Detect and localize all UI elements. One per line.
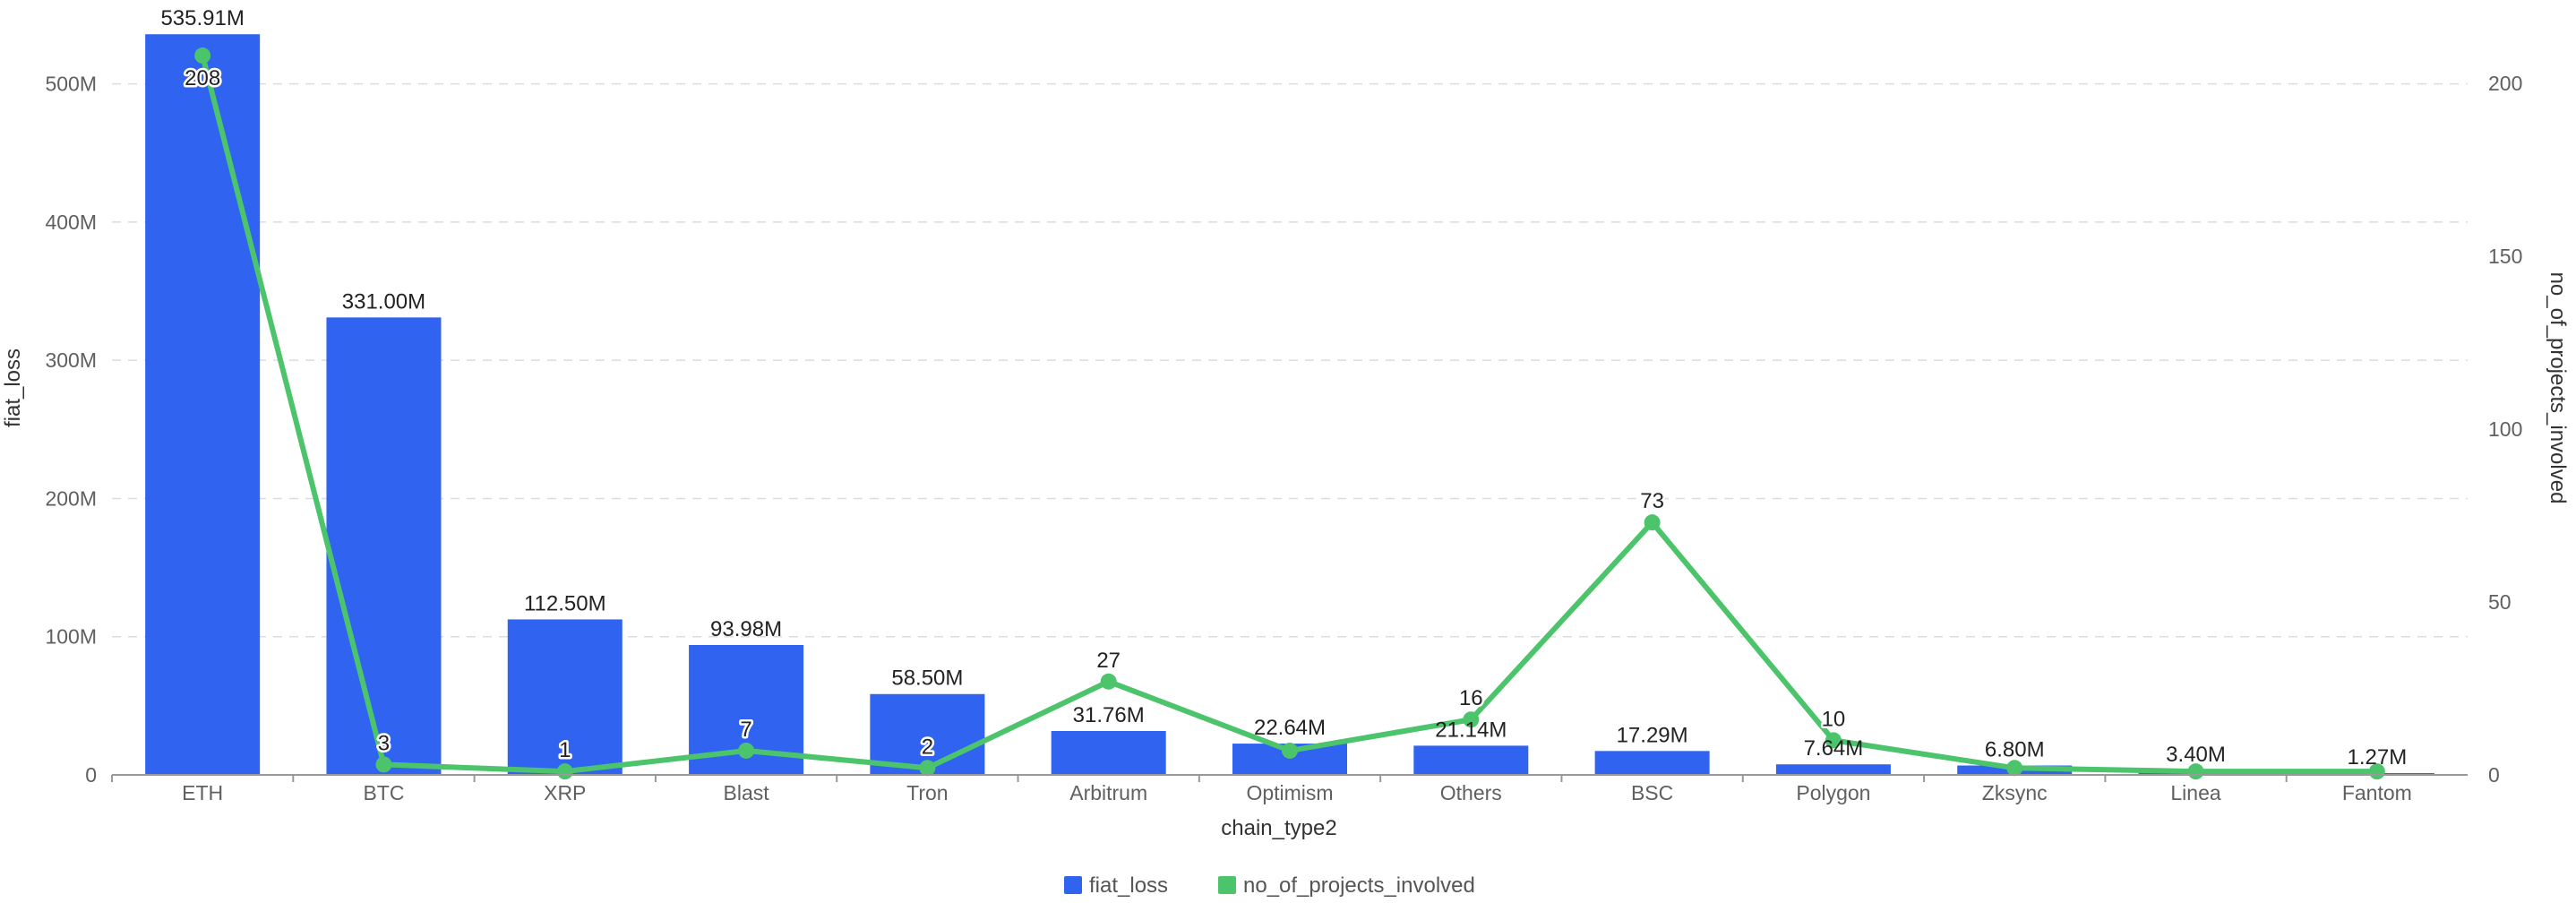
y2-axis-title: no_of_projects_involved xyxy=(2546,272,2570,504)
line-point xyxy=(1825,732,1842,749)
y-axis-title: fiat_loss xyxy=(1,348,25,427)
tick-labels: 0 100M 200M 300M 400M 500M 0 50 100 150 200 ETH BTC X… xyxy=(45,72,2522,804)
line-point xyxy=(556,763,573,780)
line-point xyxy=(1463,711,1480,728)
x-axis-title: chain_type2 xyxy=(1221,816,1336,840)
legend-label: no_of_projects_involved xyxy=(1243,873,1475,898)
line-value-label: 2 xyxy=(922,735,933,759)
bar-value-label: 31.76M xyxy=(1073,703,1145,727)
line-point xyxy=(738,742,755,759)
x-tick-label: XRP xyxy=(544,781,586,804)
x-tick-label: Zksync xyxy=(1982,781,2048,804)
y-tick-label: 200M xyxy=(45,486,97,510)
bar-value-label: 331.00M xyxy=(342,289,425,314)
y-tick-label: 400M xyxy=(45,211,97,234)
bar-value-label: 93.98M xyxy=(710,617,782,641)
x-tick-label: Fantom xyxy=(2342,781,2412,804)
legend-swatch xyxy=(1064,876,1082,894)
bar-series-fiat-loss xyxy=(145,34,2434,775)
line-point xyxy=(375,756,392,773)
bar xyxy=(1594,751,1710,775)
bar-value-label: 21.14M xyxy=(1435,718,1507,742)
bar-value-label: 1.27M xyxy=(2347,745,2407,770)
x-tick-label: Polygon xyxy=(1796,781,1870,804)
bar-value-label: 112.50M xyxy=(524,591,606,615)
y-tick-label: 0 xyxy=(85,763,97,787)
legend-swatch xyxy=(1218,876,1236,894)
legend-label: fiat_loss xyxy=(1089,873,1168,898)
legend: fiat_loss no_of_projects_involved xyxy=(1064,873,1475,898)
x-tick-label: Others xyxy=(1440,781,1502,804)
bar xyxy=(326,317,442,775)
bar-value-label: 22.64M xyxy=(1254,716,1326,740)
bar-value-label: 535.91M xyxy=(160,6,244,30)
bar xyxy=(1413,745,1529,775)
x-tick-label: Blast xyxy=(724,781,770,804)
line-value-label: 27 xyxy=(1096,649,1121,673)
bar-value-label: 6.80M xyxy=(1985,738,2045,762)
line-value-label: 73 xyxy=(1640,489,1664,513)
gridlines xyxy=(112,82,2468,638)
y2-tick-label: 100 xyxy=(2488,417,2522,441)
line-point xyxy=(1100,673,1117,690)
line-point xyxy=(2006,760,2023,777)
x-tick-label: BTC xyxy=(363,781,404,804)
line-value-label: 10 xyxy=(1822,707,1846,731)
line-value-label: 3 xyxy=(378,731,390,755)
x-tick-label: Arbitrum xyxy=(1069,781,1147,804)
y-tick-label: 300M xyxy=(45,348,97,372)
line-point xyxy=(919,760,936,777)
line-value-label: 7 xyxy=(740,718,751,742)
bar-value-label: 7.64M xyxy=(1804,736,1864,761)
y2-tick-label: 150 xyxy=(2488,245,2522,268)
y-tick-label: 100M xyxy=(45,625,97,649)
y2-tick-label: 50 xyxy=(2488,590,2512,614)
x-tick-label: Tron xyxy=(906,781,948,804)
x-tick-label: Optimism xyxy=(1246,781,1333,804)
bar-value-label: 3.40M xyxy=(2166,743,2226,767)
bar-value-label: 58.50M xyxy=(891,666,963,691)
y-tick-label: 500M xyxy=(45,73,97,96)
x-tick-label: BSC xyxy=(1631,781,1673,804)
line-point xyxy=(1282,742,1298,759)
y2-tick-label: 0 xyxy=(2488,763,2500,787)
bar xyxy=(1775,764,1891,775)
data-labels: 535.91M 331.00M 112.50M 93.98M 58.50M 31.76M 2… xyxy=(160,6,2407,770)
line-value-label: 16 xyxy=(1459,686,1483,710)
x-tick-label: Linea xyxy=(2170,781,2220,804)
line-value-label: 208 xyxy=(185,66,220,90)
bar xyxy=(145,34,261,775)
bar xyxy=(1051,731,1166,775)
line-point xyxy=(1644,514,1661,531)
bar-value-label: 17.29M xyxy=(1617,723,1688,747)
bar xyxy=(507,619,623,775)
line-point xyxy=(194,47,211,64)
x-tick-label: ETH xyxy=(182,781,223,804)
y2-tick-label: 200 xyxy=(2488,72,2522,95)
line-value-label: 1 xyxy=(559,738,571,762)
